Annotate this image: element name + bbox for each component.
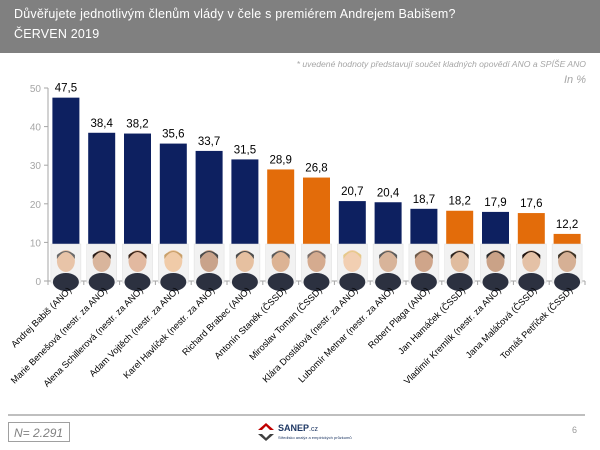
sanep-logo: SANEP.cz Středisko analýz a empirických … (256, 421, 366, 445)
portraits (50, 243, 583, 291)
portrait-shoulders (339, 273, 366, 291)
bar-chart: 0 10 20 30 40 50 47,5 38,4 38,2 35,6 33,7 31,5 28,9… (9, 83, 586, 389)
value-label: 20,4 (377, 187, 400, 199)
portrait-face (92, 250, 111, 272)
y-tick-label: 20 (30, 200, 42, 211)
value-label: 33,7 (198, 136, 220, 148)
portrait-hair (92, 251, 111, 259)
portrait-hair (164, 251, 183, 259)
x-tick-label: Tomáš Petříček (ČSSD) (498, 285, 574, 361)
portrait-face (379, 250, 398, 272)
portrait-hair (414, 251, 433, 259)
portrait-face (271, 250, 290, 272)
portrait-shoulders (88, 273, 115, 291)
value-label: 38,2 (126, 119, 148, 131)
portrait-hair (522, 251, 541, 259)
footer-divider (8, 414, 585, 416)
chart-title: Důvěřujete jednotlivým členům vlády v če… (14, 7, 456, 21)
portrait-hair (271, 251, 290, 259)
x-axis-labels: Andrej Babiš (ANO)Marie Benešová (nestr.… (9, 285, 575, 388)
value-label: 17,9 (484, 197, 506, 209)
portrait-hair (200, 251, 219, 259)
y-tick-label: 30 (30, 161, 42, 172)
portrait-face (450, 250, 469, 272)
y-tick-label: 50 (30, 84, 42, 95)
portrait-face (486, 250, 505, 272)
x-tick-label: Antonín Staněk (ČSSD) (212, 285, 288, 361)
x-tick-label: Jan Hamáček (ČSSD) (396, 285, 467, 356)
portrait-shoulders (518, 273, 545, 291)
portrait-face (307, 250, 326, 272)
y-tick-label: 0 (35, 277, 41, 288)
portrait-shoulders (482, 273, 509, 291)
portrait-shoulders (160, 273, 187, 291)
portrait-hair (56, 251, 75, 259)
portrait-shoulders (124, 273, 151, 291)
value-label: 26,8 (305, 163, 327, 175)
value-label: 18,7 (413, 194, 435, 206)
x-tick-label: Miroslav Toman (ČSSD) (247, 285, 324, 362)
portrait-face (128, 250, 147, 272)
logo-icon (258, 423, 274, 441)
x-tick-label: Jana Maláčová (ČSSD) (464, 285, 539, 360)
y-tick-label: 40 (30, 123, 42, 134)
value-label: 17,6 (520, 198, 542, 210)
header-banner: Důvěřujete jednotlivým členům vlády v če… (0, 0, 600, 53)
page-number: 6 (572, 425, 578, 435)
portrait-face (343, 250, 362, 272)
logo-tagline: Středisko analýz a empirických průzkumů (278, 435, 352, 440)
portrait-hair (379, 251, 398, 259)
portrait-shoulders (554, 273, 581, 291)
portrait-shoulders (375, 273, 402, 291)
portrait-hair (235, 251, 254, 259)
portrait-face (235, 250, 254, 272)
portrait-hair (450, 251, 469, 259)
value-labels: 47,5 38,4 38,2 35,6 33,7 31,5 28,9 26,8 20,7 20,4… (55, 83, 579, 231)
portrait-face (56, 250, 75, 272)
x-tick-label: Robert Plaga (ANO) (366, 285, 431, 350)
value-label: 20,7 (341, 186, 363, 198)
x-tick-label: Richard Brabec (ANO) (180, 285, 252, 357)
portrait-shoulders (446, 273, 473, 291)
value-label: 31,5 (234, 144, 256, 156)
portrait-face (522, 250, 541, 272)
y-tick-label: 10 (30, 238, 42, 249)
value-label: 38,4 (91, 118, 114, 130)
unit-label: In % (563, 74, 586, 86)
x-tick-label: Andrej Babiš (ANO) (9, 285, 73, 349)
portrait-shoulders (231, 273, 258, 291)
portrait-face (558, 250, 577, 272)
portrait-shoulders (410, 273, 437, 291)
logo-domain: .cz (309, 426, 318, 433)
portrait-hair (558, 251, 577, 259)
portrait-hair (486, 251, 505, 259)
footnote: * uvedené hodnoty představují součet kla… (296, 59, 586, 69)
value-label: 18,2 (449, 196, 471, 208)
sample-size: N= 2.291 (8, 422, 70, 442)
portrait-shoulders (52, 273, 79, 291)
value-label: 12,2 (556, 219, 578, 231)
value-label: 28,9 (270, 154, 292, 166)
value-label: 47,5 (55, 83, 77, 95)
portrait-face (164, 250, 183, 272)
chart-subtitle: ČERVEN 2019 (14, 27, 100, 41)
logo-brand: SANEP (278, 423, 310, 433)
portrait-hair (307, 251, 326, 259)
portrait-face (414, 250, 433, 272)
portrait-hair (128, 251, 147, 259)
portrait-hair (343, 251, 362, 259)
portrait-shoulders (196, 273, 223, 291)
value-label: 35,6 (162, 129, 184, 141)
portrait-shoulders (303, 273, 330, 291)
portrait-face (200, 250, 219, 272)
portrait-shoulders (267, 273, 294, 291)
